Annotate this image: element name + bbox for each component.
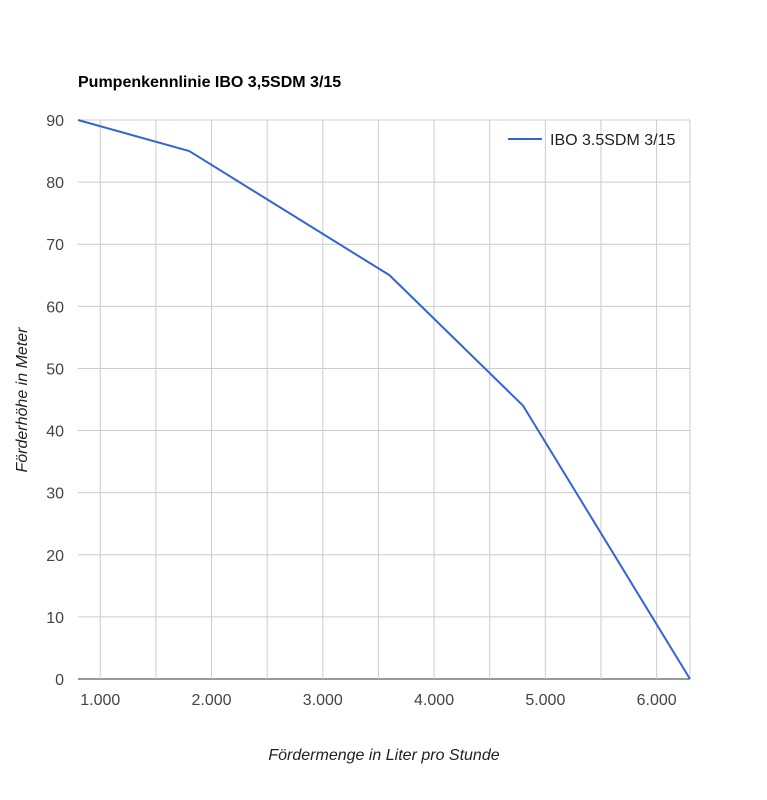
y-tick-label: 20 (46, 548, 64, 565)
x-tick-label: 6.000 (637, 692, 677, 709)
grid (78, 119, 691, 680)
y-tick-label: 10 (46, 610, 64, 627)
y-tick-label: 30 (46, 486, 64, 503)
x-tick-label: 5.000 (525, 692, 565, 709)
y-tick-label: 80 (46, 175, 64, 192)
x-tick-label: 2.000 (192, 692, 232, 709)
x-tick-label: 4.000 (414, 692, 454, 709)
x-axis-ticks: 1.000 2.000 3.000 4.000 5.000 6.000 (80, 692, 677, 709)
y-axis-title: Förderhöhe in Meter (14, 327, 31, 473)
legend-label: IBO 3.5SDM 3/15 (550, 132, 675, 149)
y-tick-label: 0 (55, 672, 64, 689)
legend: IBO 3.5SDM 3/15 (508, 132, 675, 149)
y-tick-label: 90 (46, 113, 64, 130)
chart-title: Pumpenkennlinie IBO 3,5SDM 3/15 (78, 74, 341, 91)
y-tick-label: 40 (46, 424, 64, 441)
y-tick-label: 70 (46, 237, 64, 254)
x-axis-title: Fördermenge in Liter pro Stunde (268, 747, 499, 764)
series (77, 119, 691, 680)
series-line (77, 119, 691, 680)
y-tick-label: 50 (46, 361, 64, 378)
y-axis-ticks: 0 10 20 30 40 50 60 70 80 90 (46, 113, 64, 689)
y-tick-label: 60 (46, 299, 64, 316)
x-tick-label: 3.000 (303, 692, 343, 709)
x-tick-label: 1.000 (80, 692, 120, 709)
